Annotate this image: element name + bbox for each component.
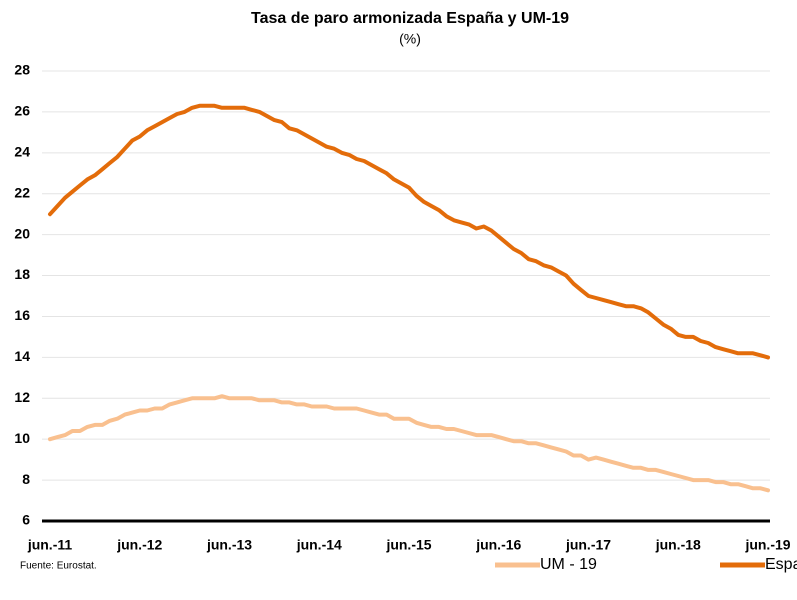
y-tick-label: 12 <box>14 389 30 405</box>
y-tick-label: 28 <box>14 62 30 78</box>
legend-label: España <box>765 556 797 573</box>
y-tick-label: 22 <box>14 184 30 200</box>
y-tick-label: 6 <box>22 512 30 528</box>
y-tick-label: 10 <box>14 430 30 446</box>
x-tick-label: jun.-14 <box>296 537 342 553</box>
series-line <box>48 103 770 360</box>
x-tick-label: jun.-15 <box>385 537 431 553</box>
x-tick-label: jun.-18 <box>655 537 701 553</box>
y-tick-label: 18 <box>14 266 30 282</box>
y-tick-label: 16 <box>14 307 30 323</box>
y-tick-label: 20 <box>14 225 30 241</box>
source-note: Fuente: Eurostat. <box>20 561 97 572</box>
chart-subtitle: (%) <box>399 31 421 47</box>
x-tick-label: jun.-12 <box>116 537 162 553</box>
x-tick-label: jun.-17 <box>565 537 611 553</box>
x-tick-label: jun.-13 <box>206 537 252 553</box>
y-tick-label: 14 <box>14 348 30 364</box>
x-tick-label: jun.-16 <box>475 537 521 553</box>
x-tick-label: jun.-19 <box>744 537 790 553</box>
y-tick-label: 26 <box>14 103 30 119</box>
chart-title: Tasa de paro armonizada España y UM-19 <box>251 10 569 27</box>
series-line <box>48 394 770 493</box>
y-tick-label: 24 <box>14 144 30 160</box>
y-tick-label: 8 <box>22 471 30 487</box>
legend-label: UM - 19 <box>540 556 597 573</box>
x-tick-label: jun.-11 <box>27 537 73 553</box>
